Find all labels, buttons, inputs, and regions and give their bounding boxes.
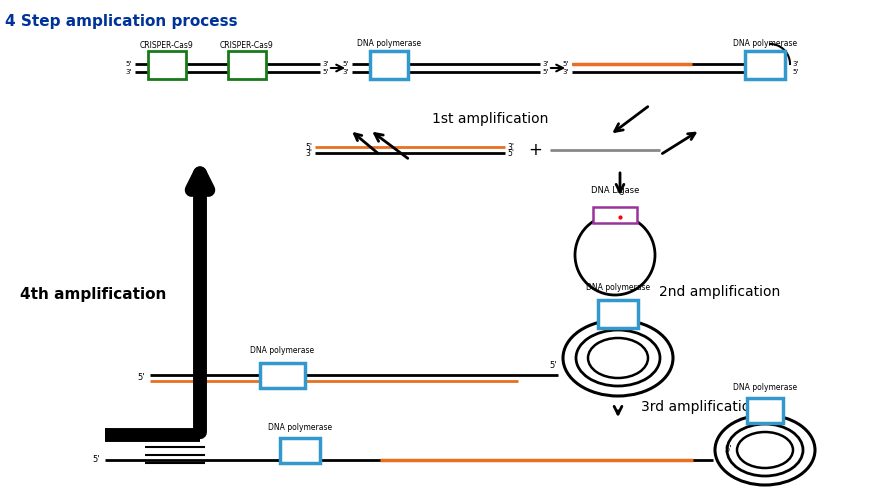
Text: 5': 5': [342, 61, 349, 67]
Text: 5': 5': [550, 361, 557, 369]
Text: 3': 3': [563, 69, 569, 75]
Text: CRISPER-Cas9: CRISPER-Cas9: [140, 41, 194, 50]
Text: DNA polymerase: DNA polymerase: [733, 39, 797, 48]
Bar: [747, 398, 783, 423]
Text: 5': 5': [724, 445, 732, 455]
Text: DNA polymerase: DNA polymerase: [733, 383, 797, 392]
Bar: [280, 438, 320, 463]
Text: 5': 5': [93, 456, 100, 464]
Text: +: +: [528, 141, 542, 159]
Text: 5': 5': [137, 373, 145, 382]
Text: DNA polymerase: DNA polymerase: [268, 423, 332, 432]
Bar: [148, 51, 186, 79]
Text: 3': 3': [126, 69, 132, 75]
Text: 2nd amplification: 2nd amplification: [659, 285, 781, 299]
Text: 3rd amplification: 3rd amplification: [641, 400, 759, 414]
Bar: [598, 300, 638, 328]
Text: DNA polymerase: DNA polymerase: [357, 39, 421, 48]
Text: 3': 3': [342, 69, 349, 75]
Text: 5': 5': [507, 149, 514, 157]
Text: 5': 5': [542, 69, 548, 75]
Bar: [228, 51, 266, 79]
Text: 3': 3': [507, 143, 514, 152]
Text: 5': 5': [792, 69, 798, 75]
Text: 5': 5': [563, 61, 569, 67]
Text: 4 Step amplication process: 4 Step amplication process: [5, 14, 238, 29]
Text: 3': 3': [542, 61, 549, 67]
Bar: [370, 51, 408, 79]
Text: 5': 5': [305, 143, 312, 152]
Text: CRISPER-Cas9: CRISPER-Cas9: [220, 41, 273, 50]
Text: 3': 3': [305, 149, 312, 157]
Text: 3': 3': [322, 61, 328, 67]
Bar: [260, 363, 305, 388]
Text: 4th amplification: 4th amplification: [20, 287, 166, 303]
Bar: [593, 207, 637, 223]
Text: DNA polymerase: DNA polymerase: [250, 346, 314, 355]
Text: 1st amplification: 1st amplification: [432, 112, 548, 126]
Text: 3': 3': [792, 61, 798, 67]
Text: DNA Ligase: DNA Ligase: [591, 186, 639, 195]
Text: DNA polymerase: DNA polymerase: [586, 283, 650, 292]
Text: 5': 5': [322, 69, 328, 75]
Text: 5': 5': [126, 61, 132, 67]
Bar: [745, 51, 785, 79]
